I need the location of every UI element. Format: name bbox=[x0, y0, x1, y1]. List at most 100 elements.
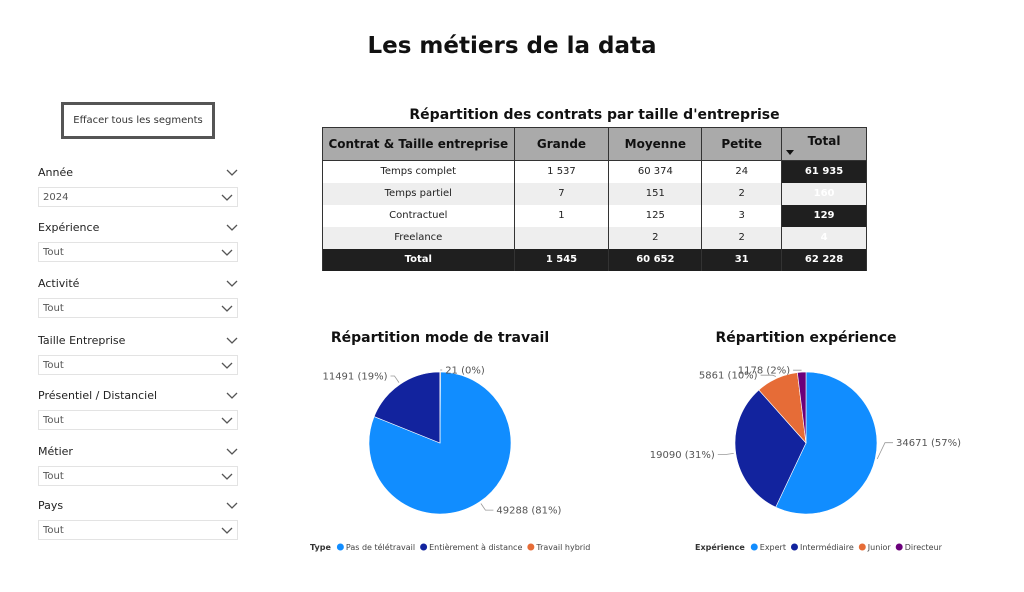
leader-line bbox=[717, 453, 734, 455]
clear-segments-button[interactable]: Effacer tous les segments bbox=[61, 102, 215, 139]
chevron-down-icon[interactable] bbox=[226, 278, 238, 288]
legend-item[interactable]: Entièrement à distance bbox=[429, 542, 522, 552]
legend-item[interactable]: Junior bbox=[867, 543, 892, 552]
slicer-dropdown[interactable]: Tout bbox=[38, 242, 238, 262]
chevron-down-icon[interactable] bbox=[226, 222, 238, 232]
slicer-metier: Métier Tout bbox=[38, 444, 238, 486]
legend-item[interactable]: Pas de télétravail bbox=[346, 542, 415, 552]
data-label: 1178 (2%) bbox=[738, 366, 790, 377]
chevron-down-icon bbox=[221, 473, 233, 480]
table-cell: 24 bbox=[701, 160, 783, 183]
slicer-label: Taille Entreprise bbox=[38, 333, 126, 347]
table-cell: Temps complet bbox=[322, 160, 515, 183]
chevron-down-icon bbox=[221, 194, 233, 201]
slicer-label: Activité bbox=[38, 276, 80, 290]
table-title: Répartition des contrats par taille d'en… bbox=[409, 107, 780, 123]
chevron-down-icon bbox=[221, 417, 233, 424]
table-cell: Contractuel bbox=[322, 204, 515, 227]
column-header[interactable]: Petite bbox=[701, 127, 783, 161]
slicer-dropdown[interactable]: Tout bbox=[38, 355, 238, 375]
table-cell: 125 bbox=[608, 204, 703, 227]
table-cell: 3 bbox=[701, 204, 783, 227]
column-header[interactable]: Grande bbox=[513, 127, 610, 161]
table-row: Temps complet 1 537 60 374 24 61 935 bbox=[322, 160, 867, 183]
slicer-value: Tout bbox=[43, 524, 64, 536]
chevron-down-icon[interactable] bbox=[226, 500, 238, 510]
table-cell: 1 537 bbox=[513, 160, 610, 183]
chevron-down-icon bbox=[221, 362, 233, 369]
column-header[interactable]: Contrat & Taille entreprise bbox=[322, 127, 515, 161]
chevron-down-icon bbox=[221, 527, 233, 534]
table-cell: 62 228 bbox=[781, 248, 867, 271]
slicer-dropdown[interactable]: Tout bbox=[38, 466, 238, 486]
contracts-table: Contrat & Taille entreprise Grande Moyen… bbox=[322, 127, 867, 271]
legend-swatch bbox=[790, 543, 798, 551]
table-cell: 60 652 bbox=[608, 248, 703, 271]
table-total-row: Total 1 545 60 652 31 62 228 bbox=[322, 248, 867, 271]
data-label: 5861 (10%) bbox=[699, 371, 758, 382]
slicer-value: Tout bbox=[43, 359, 64, 371]
table-header-row: Contrat & Taille entreprise Grande Moyen… bbox=[322, 127, 867, 161]
data-label: 11491 (19%) bbox=[322, 372, 387, 383]
slicer-pays: Pays Tout bbox=[38, 498, 238, 540]
slicer-label: Présentiel / Distanciel bbox=[38, 388, 158, 402]
chevron-down-icon[interactable] bbox=[226, 167, 238, 177]
legend-swatch bbox=[858, 543, 866, 551]
pie-slice[interactable] bbox=[439, 371, 441, 444]
legend-item[interactable]: Expert bbox=[760, 543, 786, 552]
slicer-value: Tout bbox=[43, 302, 64, 314]
table-cell: 1 bbox=[513, 204, 610, 227]
pie-slice[interactable] bbox=[734, 389, 807, 508]
legend-item[interactable]: Intermédiaire bbox=[800, 542, 854, 552]
data-label: 21 (0%) bbox=[445, 366, 485, 377]
legend-swatch bbox=[895, 543, 903, 551]
slicer-value: Tout bbox=[43, 246, 64, 258]
slicer-label: Pays bbox=[38, 498, 64, 512]
chevron-down-icon[interactable] bbox=[226, 446, 238, 456]
slicer-dropdown[interactable]: Tout bbox=[38, 410, 238, 430]
slicer-dropdown[interactable]: 2024 bbox=[38, 187, 238, 207]
data-label: 34671 (57%) bbox=[896, 438, 961, 449]
pie-slice[interactable] bbox=[797, 371, 807, 444]
table-cell bbox=[513, 226, 610, 249]
table-row: Contractuel 1 125 3 129 bbox=[322, 204, 867, 227]
table-cell: 7 bbox=[513, 182, 610, 205]
table-cell-total: 129 bbox=[781, 204, 867, 227]
page-title: Les métiers de la data bbox=[367, 33, 657, 59]
pie-slice[interactable] bbox=[775, 371, 878, 515]
slicer-label: Expérience bbox=[38, 220, 100, 234]
table-cell: Freelance bbox=[322, 226, 515, 249]
legend-title: Expérience bbox=[695, 542, 745, 552]
slicer-annee: Année 2024 bbox=[38, 165, 238, 207]
pie-slice[interactable] bbox=[373, 371, 441, 444]
chevron-down-icon bbox=[221, 305, 233, 312]
legend-item[interactable]: Directeur bbox=[905, 543, 943, 552]
slicer-label: Métier bbox=[38, 444, 73, 458]
table-row: Temps partiel 7 151 2 160 bbox=[322, 182, 867, 205]
slicer-dropdown[interactable]: Tout bbox=[38, 298, 238, 318]
legend-swatch bbox=[420, 543, 428, 551]
data-label: 49288 (81%) bbox=[496, 506, 561, 517]
table-cell-total: 61 935 bbox=[781, 160, 867, 183]
table-cell: 151 bbox=[608, 182, 703, 205]
chevron-down-icon[interactable] bbox=[226, 335, 238, 345]
slicer-label: Année bbox=[38, 165, 74, 179]
slicer-taille-entreprise: Taille Entreprise Tout bbox=[38, 333, 238, 375]
column-header-total[interactable]: Total bbox=[781, 127, 867, 161]
slicer-value: Tout bbox=[43, 414, 64, 426]
table-row: Freelance 2 2 4 bbox=[322, 226, 867, 249]
table-cell: 60 374 bbox=[608, 160, 703, 183]
leader-line bbox=[390, 375, 400, 383]
slicer-dropdown[interactable]: Tout bbox=[38, 520, 238, 540]
chevron-down-icon[interactable] bbox=[226, 390, 238, 400]
chevron-down-icon bbox=[221, 249, 233, 256]
table-cell: 31 bbox=[701, 248, 783, 271]
table-cell-total: 160 bbox=[781, 182, 867, 205]
experience-pie-chart: 34671 (57%) 19090 (31%) 5861 (10%)1178 (2%… bbox=[650, 366, 961, 552]
column-header-label: Total bbox=[807, 133, 841, 148]
column-header[interactable]: Moyenne bbox=[608, 127, 703, 161]
table-cell: 2 bbox=[608, 226, 703, 249]
legend-item[interactable]: Travail hybride bbox=[535, 543, 590, 552]
slicer-activite: Activité Tout bbox=[38, 276, 238, 318]
sort-desc-icon bbox=[786, 149, 795, 155]
